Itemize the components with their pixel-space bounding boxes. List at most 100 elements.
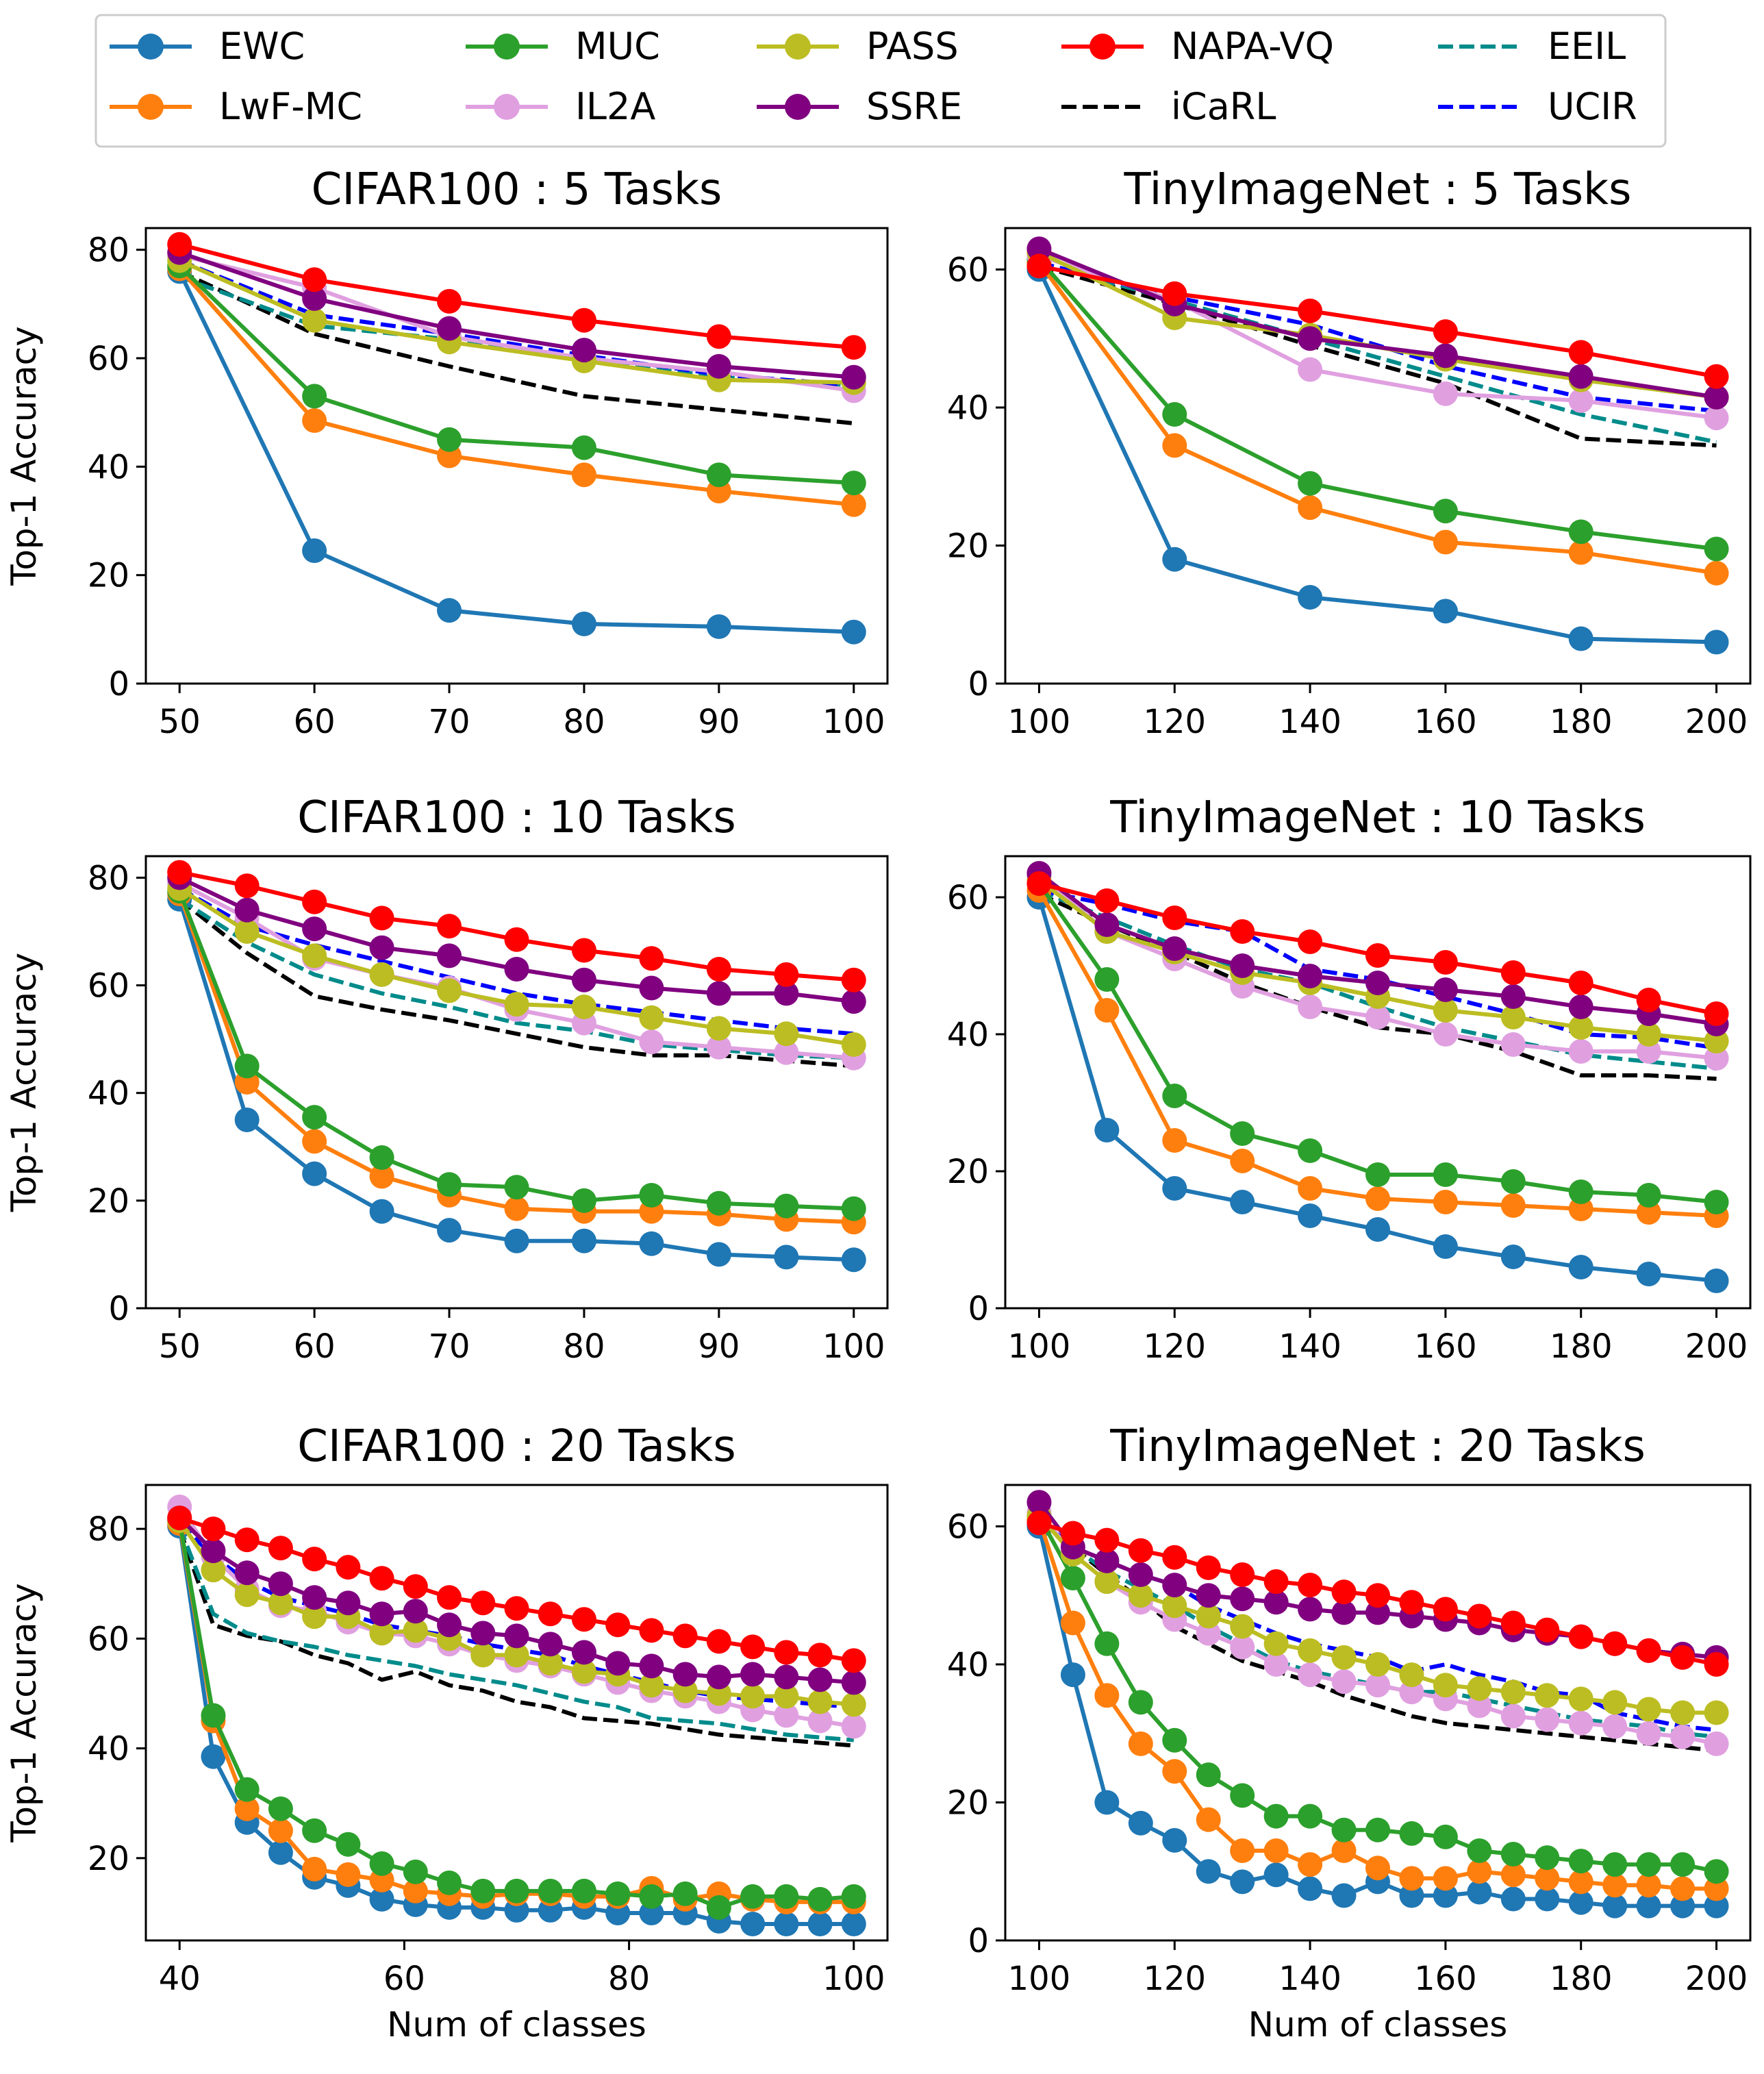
y-tick-label: 40 xyxy=(947,1016,989,1054)
data-point-ssre xyxy=(201,1538,226,1564)
data-point-lwf-mc xyxy=(302,1856,327,1882)
data-point-muc xyxy=(1500,1169,1526,1194)
plot-frame xyxy=(1004,1484,1752,1942)
data-point-ewc xyxy=(1365,1217,1390,1242)
data-point-pass xyxy=(1568,1686,1593,1712)
legend-item-lwf-mc: LwF-MC xyxy=(110,85,362,128)
data-point-ssre xyxy=(504,1623,529,1649)
data-point-muc xyxy=(1298,471,1323,496)
data-point-ewc xyxy=(841,619,866,645)
data-point-muc xyxy=(706,1895,731,1920)
data-point-pass xyxy=(302,943,327,969)
data-point-ewc xyxy=(1162,1827,1187,1853)
y-tick-label: 40 xyxy=(88,1075,129,1113)
data-point-napa-vq xyxy=(504,927,529,952)
data-point-muc xyxy=(470,1878,496,1903)
data-point-pass xyxy=(302,308,327,333)
x-tick-label: 200 xyxy=(1685,1327,1748,1366)
data-point-ewc xyxy=(201,1744,226,1769)
data-point-muc xyxy=(437,1172,462,1197)
series-line-muc xyxy=(1037,258,1717,551)
data-point-ewc xyxy=(1298,585,1323,610)
data-point-ssre xyxy=(1298,326,1323,351)
x-tick-label: 90 xyxy=(698,1327,740,1366)
series-pass xyxy=(167,876,866,1057)
data-point-ewc xyxy=(1298,1876,1323,1901)
series-ucir xyxy=(178,886,855,1036)
data-point-napa-vq xyxy=(1365,943,1390,968)
data-point-muc xyxy=(841,471,866,496)
data-point-napa-vq xyxy=(1467,1603,1492,1629)
series-muc xyxy=(1026,871,1729,1214)
data-point-ewc xyxy=(1094,1790,1120,1815)
data-point-ewc xyxy=(1263,1862,1289,1888)
data-point-ssre xyxy=(774,1664,799,1690)
y-tick-label: 20 xyxy=(88,1840,129,1878)
data-point-lwf-mc xyxy=(1365,1186,1390,1211)
series-line-lwf-mc xyxy=(177,267,855,507)
data-point-pass xyxy=(807,1689,833,1714)
data-point-pass xyxy=(1704,1700,1729,1725)
y-tick-label: 40 xyxy=(947,389,989,427)
data-point-ewc xyxy=(1636,1262,1661,1286)
data-point-napa-vq xyxy=(1500,1610,1526,1636)
plot-area xyxy=(167,232,866,645)
data-point-pass xyxy=(1568,1015,1593,1040)
data-point-lwf-mc xyxy=(1331,1838,1357,1864)
data-point-lwf-mc xyxy=(1298,1852,1323,1877)
data-point-napa-vq xyxy=(672,1623,698,1649)
data-point-napa-vq xyxy=(807,1642,833,1668)
data-point-muc xyxy=(1602,1852,1628,1877)
plot-area xyxy=(167,1495,866,1936)
series-ssre xyxy=(167,865,866,1014)
series-muc xyxy=(1026,247,1729,562)
data-point-pass xyxy=(1399,1662,1424,1688)
series-napa-vq xyxy=(167,860,866,992)
data-point-pass xyxy=(639,1673,664,1698)
data-point-lwf-mc xyxy=(1500,1193,1526,1218)
data-point-ewc xyxy=(1433,599,1458,624)
panel-title: CIFAR100 : 10 Tasks xyxy=(297,792,735,843)
series-line-ssre xyxy=(179,250,855,379)
data-point-il2a xyxy=(1263,1651,1289,1677)
y-tick-label: 0 xyxy=(108,1290,129,1328)
legend-item-ucir: UCIR xyxy=(1438,85,1637,128)
data-point-muc xyxy=(1568,1179,1593,1204)
data-point-ssre xyxy=(403,1599,428,1624)
data-point-muc xyxy=(1704,536,1729,562)
data-point-ssre xyxy=(1026,236,1052,262)
series-eeil xyxy=(177,1525,855,1742)
x-tick-label: 160 xyxy=(1414,1327,1477,1366)
data-point-lwf-mc xyxy=(1602,1873,1628,1898)
data-point-napa-vq xyxy=(1230,1562,1255,1587)
data-point-ewc xyxy=(774,1911,799,1936)
data-point-napa-vq xyxy=(302,889,327,914)
data-point-ewc xyxy=(1467,1879,1492,1905)
data-point-ssre xyxy=(268,1571,293,1597)
series-line-lwf-mc xyxy=(1037,261,1717,575)
data-point-lwf-mc xyxy=(1298,495,1323,521)
data-point-lwf-mc xyxy=(1636,1873,1661,1898)
panel-cifar100-20-tasks: CIFAR100 : 20 Tasks 40 60 80 100 20 40 60 80 Top-… xyxy=(4,1421,889,2045)
data-point-muc xyxy=(1196,1762,1221,1788)
legend-swatch-marker xyxy=(785,94,811,120)
series-line-eeil xyxy=(178,897,854,1060)
data-point-muc xyxy=(234,1777,260,1802)
data-point-ssre xyxy=(1500,984,1526,1009)
data-point-ewc xyxy=(740,1911,766,1936)
data-point-ssre xyxy=(1365,1600,1390,1625)
x-tick-label: 180 xyxy=(1550,1960,1613,1998)
legend-label: PASS xyxy=(866,25,959,68)
data-point-ssre xyxy=(1094,912,1120,937)
data-point-pass xyxy=(841,1032,866,1057)
series-napa-vq xyxy=(167,232,866,360)
data-point-ssre xyxy=(437,1612,462,1638)
data-point-il2a xyxy=(1399,1679,1424,1705)
y-tick-label: 40 xyxy=(88,448,129,486)
data-point-ewc xyxy=(234,1108,260,1132)
legend-label: LwF-MC xyxy=(219,85,362,128)
data-point-muc xyxy=(672,1881,698,1906)
series-line-ucir xyxy=(178,886,855,1036)
data-point-il2a xyxy=(1298,1662,1323,1688)
x-tick-label: 90 xyxy=(698,703,740,741)
